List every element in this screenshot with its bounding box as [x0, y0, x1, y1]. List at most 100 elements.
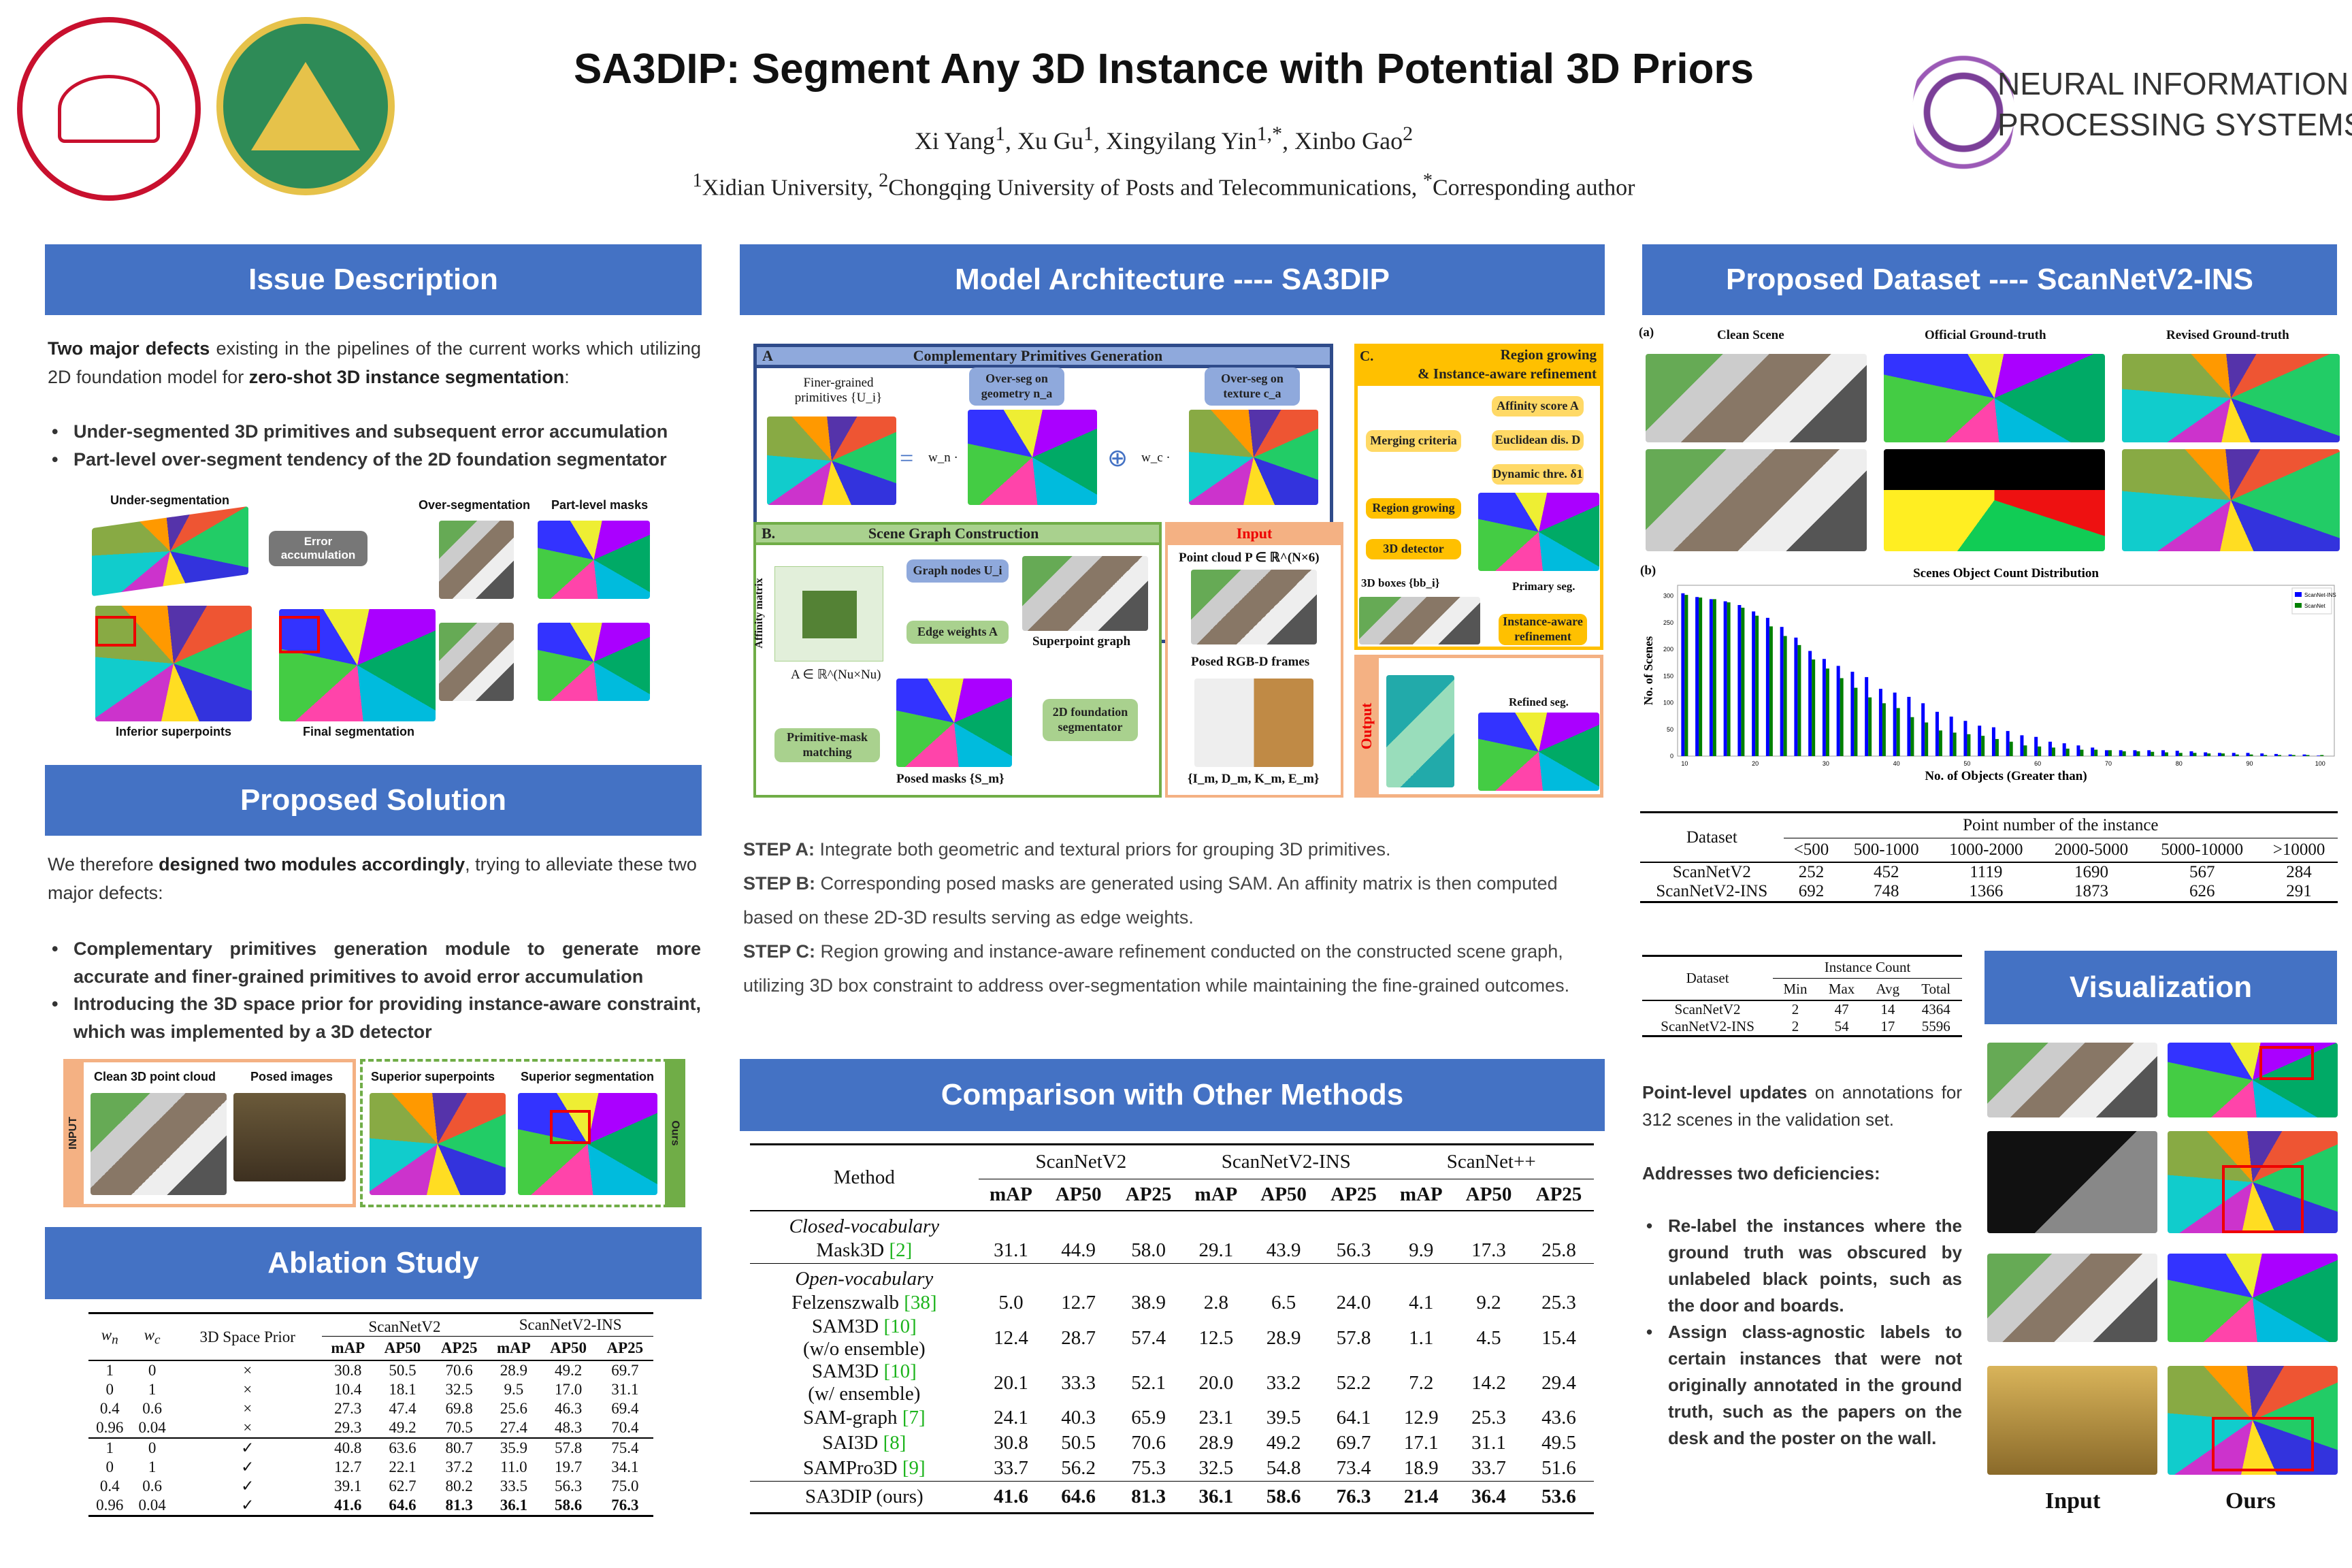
table-cell: 44.9: [1061, 1239, 1096, 1261]
clean-scene-image-1: [1646, 354, 1867, 442]
bar-scannet: [1854, 687, 1858, 756]
table-cell: 28.7: [1061, 1326, 1096, 1349]
method-name: Felzenszwalb: [791, 1292, 904, 1313]
table-row: 0 1 × 10.4 18.1 32.5 9.5 17.0 31.1: [88, 1380, 653, 1399]
superior-seg-image: [518, 1093, 657, 1195]
bar-scannet-ins: [1794, 637, 1798, 756]
table-row: SAM3D [10] (w/ ensemble) 20.1 33.3 52.1 20.0 3…: [750, 1360, 1594, 1405]
wn-label: w_n ·: [928, 451, 958, 465]
table-cell: 28.9: [1198, 1432, 1234, 1454]
author-name: Xi Yang: [914, 127, 995, 154]
table-cell: 27.4: [500, 1419, 528, 1436]
y-tick-label: 150: [1663, 672, 1673, 679]
table-cell: 0.6: [142, 1477, 162, 1494]
author-name: Xinbo Gao: [1294, 127, 1403, 154]
table-cell: 49.5: [1541, 1432, 1576, 1454]
t1-dataset-header: Dataset: [1686, 828, 1737, 847]
primary-seg-image: [1478, 493, 1599, 571]
table-cell: 33.2: [1266, 1371, 1301, 1394]
method-cell: SAM3D [10] (w/ ensemble): [750, 1360, 979, 1405]
bar-scannet-ins: [1991, 727, 1995, 756]
table-cell: 69.8: [445, 1400, 473, 1417]
author-sup: 2: [1403, 122, 1414, 145]
metric-header: mAP: [1194, 1183, 1238, 1205]
method-ref: [10]: [883, 1316, 917, 1337]
method-ref: [10]: [883, 1360, 917, 1382]
step-item: STEP C: Region growing and instance-awar…: [743, 935, 1604, 1003]
table-cell: 75.4: [611, 1439, 639, 1456]
region-growing-pill: Region growing: [1366, 498, 1461, 519]
affil-text: Xidian University,: [702, 175, 879, 201]
bar-scannet-ins: [1681, 593, 1685, 756]
bar-scannet-ins: [1978, 725, 1982, 756]
bar-scannet: [2320, 755, 2324, 756]
xidian-logo: [17, 17, 201, 201]
method-name: SAMPro3D: [802, 1457, 902, 1479]
official-gt-image-1: [1884, 354, 2105, 442]
table-cell: 76.3: [611, 1497, 639, 1514]
bar-scannet: [1699, 598, 1703, 756]
bar-scannet-ins: [1808, 651, 1812, 756]
table-cell: 32.5: [1198, 1457, 1234, 1479]
method-header: Method: [833, 1166, 895, 1188]
bar-scannet: [1995, 738, 1999, 756]
bar-scannet-ins: [2119, 750, 2123, 756]
metric-header: AP25: [606, 1339, 644, 1356]
table-cell: 21.4: [1403, 1486, 1439, 1507]
architecture-steps: STEP A: Integrate both geometric and tex…: [743, 833, 1604, 1003]
table-cell: 33.5: [500, 1477, 528, 1494]
table-cell: 567: [2189, 863, 2215, 881]
visualization-text: Point-level updates on annotations for 3…: [1642, 1079, 1962, 1452]
bar-scannet: [2178, 753, 2183, 756]
bar-scannet-ins: [2048, 741, 2052, 756]
affinity-score-pill: Affinity score A: [1492, 396, 1584, 416]
table-cell: 12.7: [1061, 1292, 1096, 1313]
section-row: Open-vocabulary: [750, 1263, 1594, 1291]
y-axis-label: No. of Scenes: [1642, 636, 1655, 706]
table-cell: 4.1: [1409, 1292, 1434, 1313]
clean-scene-image-2: [1646, 449, 1867, 551]
solution-intro-text2: , trying to alleviate these two major de…: [48, 854, 697, 903]
bar-scannet-ins: [2175, 751, 2179, 756]
clean-pc-image: [91, 1093, 227, 1195]
ablation-table: wn wc 3D Space Prior ScanNetV2 ScanNetV2-IN…: [88, 1312, 653, 1517]
legend-label: ScanNet: [2304, 603, 2325, 609]
table-cell: 1690: [2074, 863, 2108, 881]
refined-seg-image: [1478, 713, 1599, 791]
table-cell: 291: [2286, 882, 2312, 900]
table-row: ScanNetV2-INS 2 54 17 5596: [1642, 1018, 1962, 1036]
bar-scannet: [2094, 749, 2098, 756]
step-item: STEP B: Corresponding posed masks are ge…: [743, 867, 1604, 935]
col-ds1: ScanNetV2: [321, 1313, 488, 1337]
vis-intro-text: on annotations for 312 scenes in the val…: [1642, 1082, 1962, 1130]
table-cell: 0: [148, 1439, 157, 1456]
step-text: Region growing and instance-aware refine…: [743, 941, 1570, 996]
bar-scannet: [1967, 734, 1971, 756]
bar-scannet-ins: [2147, 750, 2151, 756]
highlight-box: [2259, 1046, 2314, 1080]
finer-primitives-label: Finer-grained primitives {U_i}: [794, 376, 883, 405]
table-cell: 1: [148, 1458, 157, 1475]
table-cell: 64.6: [389, 1497, 416, 1514]
neurips-logo-line1: NEURAL INFORMATION: [1997, 66, 2349, 101]
table-cell: 30.8: [994, 1432, 1028, 1454]
issue-intro-text2: :: [564, 366, 570, 387]
dataset-figure-b: (b) Scenes Object Count Distribution No. …: [1640, 562, 2348, 787]
bar-scannet-ins: [1878, 689, 1882, 756]
final-seg-image: [279, 609, 436, 721]
metric-header: mAP: [990, 1183, 1032, 1205]
part-mask-image-1: [538, 521, 650, 599]
instance-count-table: Dataset Instance Count Min Max Avg Total Sca…: [1642, 955, 1962, 1037]
table-cell: 15.4: [1541, 1326, 1576, 1349]
table-cell: 34.1: [611, 1458, 639, 1475]
table-cell: 692: [1798, 882, 1825, 900]
col-header: >10000: [2272, 840, 2325, 859]
panel-c-tag: C.: [1360, 348, 1374, 364]
table-cell: 33.3: [1061, 1371, 1096, 1394]
table-cell: 4364: [1921, 1001, 1950, 1017]
table-row: SAMPro3D [9] 33.7 56.2 75.3 32.5 54.8 73.4 18.9…: [750, 1456, 1594, 1482]
table-row: SAI3D [8] 30.8 50.5 70.6 28.9 49.2 69.7 17.1 31.…: [750, 1431, 1594, 1456]
table-cell: 64.6: [1061, 1486, 1096, 1507]
table-cell: 63.6: [389, 1439, 416, 1456]
table-row: 1 0 × 30.8 50.5 70.6 28.9 49.2 69.7: [88, 1360, 653, 1380]
